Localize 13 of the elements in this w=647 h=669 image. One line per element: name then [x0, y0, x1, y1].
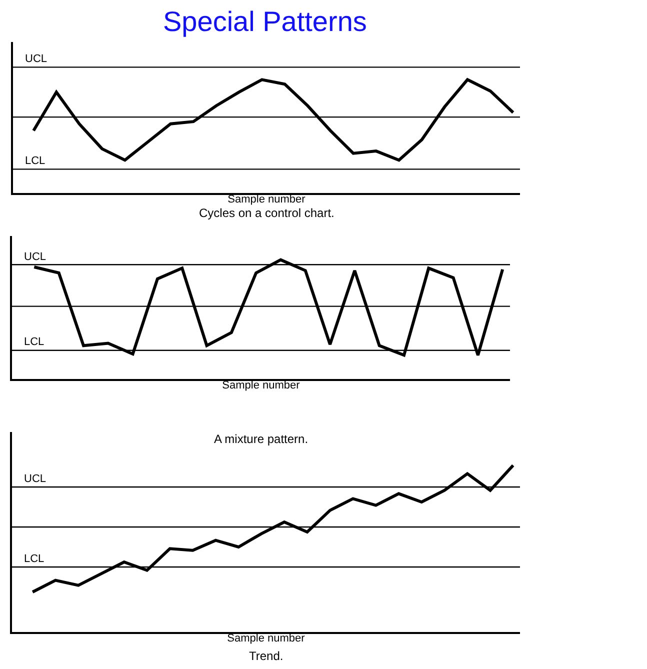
text: Cycles on a control chart. [199, 206, 334, 220]
ref-line-label: LCL [24, 336, 44, 348]
text: Trend. [249, 649, 284, 663]
ref-line-label: LCL [25, 155, 46, 167]
ref-line-label: UCL [25, 53, 48, 65]
ref-line-label: UCL [24, 473, 46, 485]
ref-line-label: LCL [24, 553, 44, 565]
x-axis-title: Sample number [228, 194, 306, 206]
x-axis-title: Sample number [227, 632, 306, 645]
chart-title: Special Patterns [163, 6, 367, 37]
text: A mixture pattern. [214, 432, 308, 446]
ref-line-label: UCL [24, 251, 46, 263]
x-axis-title: Sample number [222, 380, 300, 392]
